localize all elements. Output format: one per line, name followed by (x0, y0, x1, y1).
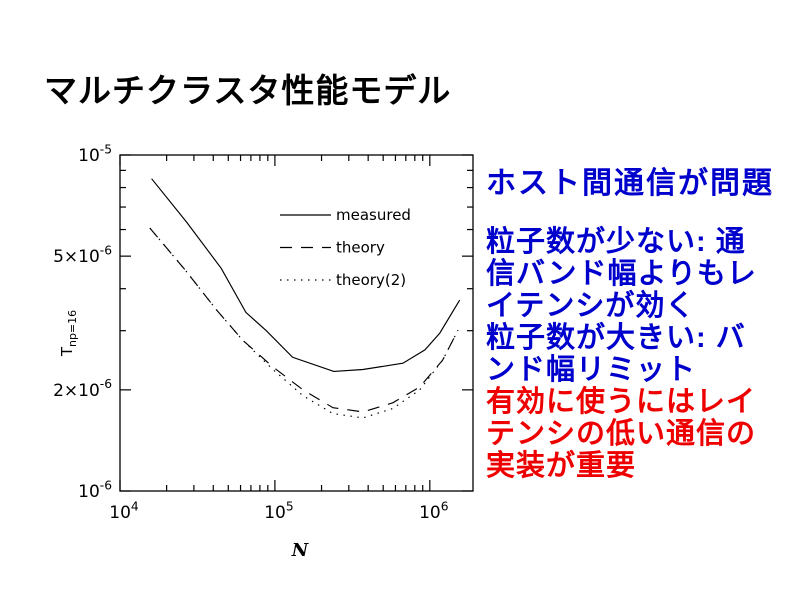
note-line: ンド幅リミット (486, 354, 697, 386)
notes-heading: ホスト間通信が問題 (486, 167, 774, 200)
legend: measured theory theory(2) (280, 206, 411, 289)
note-line: テンシの低い通信の (486, 418, 757, 450)
notes-panel: ホスト間通信が問題 粒子数が少ない: 通 信バンド幅よりもレ イテンシが効く 粒… (486, 166, 798, 482)
svg-text:105: 105 (264, 499, 293, 523)
note-line: イテンシが効く (486, 290, 696, 322)
svg-text:104: 104 (109, 499, 139, 523)
y-axis-label: Tnp=16 (58, 310, 79, 357)
note-line: 実装が重要 (486, 450, 637, 482)
svg-text:10-6: 10-6 (78, 478, 112, 502)
note-line: 粒子数が少ない: 通 (486, 226, 746, 258)
svg-text:5×10-6: 5×10-6 (53, 243, 112, 267)
series-theory (149, 227, 459, 413)
legend-label: measured (336, 206, 411, 224)
axes: 104 105 106 10-5 5×10-6 2×10-6 10-6 N Tnp=16 (53, 142, 474, 561)
legend-label: theory (336, 239, 385, 257)
series-theory(2) (149, 227, 459, 419)
svg-text:N: N (291, 540, 310, 561)
svg-text:10-5: 10-5 (78, 142, 112, 166)
note-line: 信バンド幅よりもレ (486, 258, 757, 290)
series-measured (151, 178, 461, 372)
legend-label: theory(2) (336, 271, 406, 289)
series (149, 178, 461, 419)
note-line: 粒子数が大きい: バ (486, 322, 746, 354)
svg-text:2×10-6: 2×10-6 (53, 377, 112, 401)
page-title: マルチクラスタ性能モデル (44, 72, 452, 109)
note-line: 有効に使うにはレイ (486, 386, 757, 418)
svg-text:106: 106 (419, 499, 449, 523)
